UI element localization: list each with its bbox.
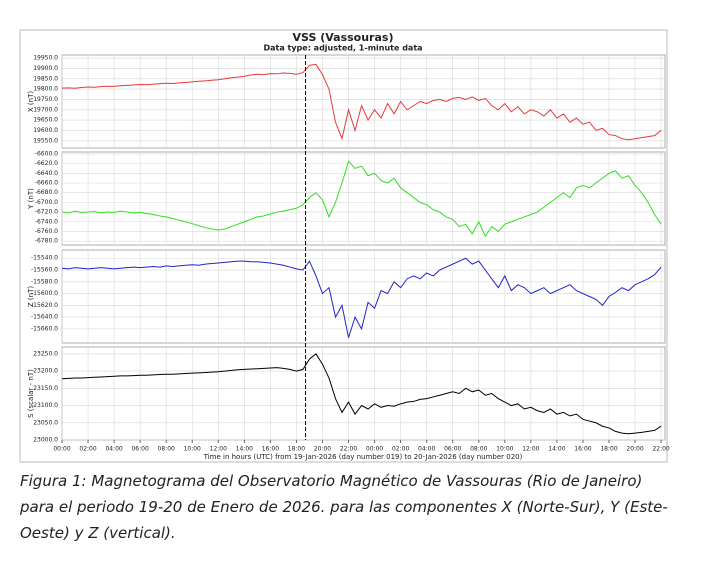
y-tick-label: 19850.0 [33, 75, 58, 82]
y-tick-label: -15620.0 [31, 302, 58, 309]
y-axis-title: X (nT) [27, 91, 35, 112]
data-line [61, 353, 662, 435]
x-tick-label: 16:00 [574, 446, 591, 453]
chart: VSS (Vassouras) Data type: adjusted, 1-m… [19, 29, 670, 463]
x-axis-title: Time in hours (UTC) from 19-Jan-2026 (da… [203, 453, 523, 461]
x-tick-label: 06:00 [131, 446, 148, 453]
x-tick-label: 00:00 [53, 446, 70, 453]
y-tick-label: 23000.0 [33, 437, 58, 444]
x-tick-label: 18:00 [288, 446, 305, 453]
chart-subtitle: Data type: adjusted, 1-minute data [263, 44, 422, 53]
y-tick-label: 19900.0 [33, 65, 58, 72]
plot-area [61, 54, 666, 149]
y-tick-label: 19950.0 [33, 55, 58, 62]
data-line [61, 160, 662, 238]
y-axis-title: Z (nT) [27, 286, 35, 307]
y-tick-label: -6680.0 [35, 189, 58, 196]
data-line [61, 257, 662, 338]
y-tick-label: -6740.0 [35, 218, 58, 225]
x-tick-label: 12:00 [522, 446, 539, 453]
chart-title: VSS (Vassouras) [293, 31, 394, 44]
x-tick-label: 16:00 [262, 446, 279, 453]
x-tick-label: 04:00 [418, 446, 435, 453]
y-tick-label: 23250.0 [33, 350, 58, 357]
y-tick-label: -6620.0 [35, 160, 58, 167]
y-tick-label: -6720.0 [35, 209, 58, 216]
y-tick-label: 23050.0 [33, 419, 58, 426]
y-axis-title: S (scalar - nT) [27, 369, 35, 418]
x-tick-label: 02:00 [392, 446, 409, 453]
x-tick-label: 22:00 [652, 446, 669, 453]
plot-area [61, 346, 666, 441]
y-tick-label: -15540.0 [31, 255, 58, 262]
x-tick-label: 18:00 [600, 446, 617, 453]
y-tick-label: -15600.0 [31, 290, 58, 297]
y-tick-label: -6600.0 [35, 150, 58, 157]
x-tick-label: 04:00 [105, 446, 122, 453]
x-tick-label: 10:00 [496, 446, 513, 453]
y-tick-label: 19750.0 [33, 96, 58, 103]
x-tick-label: 08:00 [158, 446, 175, 453]
y-tick-label: 23100.0 [33, 402, 58, 409]
x-tick-label: 14:00 [236, 446, 253, 453]
x-tick-label: 02:00 [79, 446, 96, 453]
x-tick-label: 14:00 [548, 446, 565, 453]
y-tick-label: 19550.0 [33, 137, 58, 144]
y-tick-label: -15660.0 [31, 325, 58, 332]
y-tick-label: 19800.0 [33, 86, 58, 93]
x-tick-label: 06:00 [444, 446, 461, 453]
y-tick-label: 19600.0 [33, 127, 58, 134]
x-tick-label: 12:00 [210, 446, 227, 453]
y-tick-label: -6660.0 [35, 180, 58, 187]
y-tick-label: 23200.0 [33, 368, 58, 375]
x-tick-label: 20:00 [314, 446, 331, 453]
y-tick-label: -15640.0 [31, 314, 58, 321]
y-tick-label: -15560.0 [31, 267, 58, 274]
x-tick-label: 22:00 [340, 446, 357, 453]
data-line [61, 63, 662, 141]
x-tick-label: 08:00 [470, 446, 487, 453]
y-tick-label: -6640.0 [35, 170, 58, 177]
figure-caption: Figura 1: Magnetograma del Observatorio … [20, 472, 668, 542]
x-tick-label: 00:00 [366, 446, 383, 453]
y-tick-label: -15580.0 [31, 278, 58, 285]
y-tick-label: -6700.0 [35, 199, 58, 206]
x-tick-label: 20:00 [626, 446, 643, 453]
x-tick-label: 10:00 [184, 446, 201, 453]
y-tick-label: 19650.0 [33, 117, 58, 124]
y-tick-label: -6780.0 [35, 238, 58, 245]
y-tick-label: -6760.0 [35, 228, 58, 235]
plot-area [61, 249, 666, 344]
y-tick-label: 23150.0 [33, 385, 58, 392]
y-axis-title: Y (nT) [27, 188, 35, 210]
y-tick-label: 19700.0 [33, 106, 58, 113]
plot-area [61, 151, 666, 246]
